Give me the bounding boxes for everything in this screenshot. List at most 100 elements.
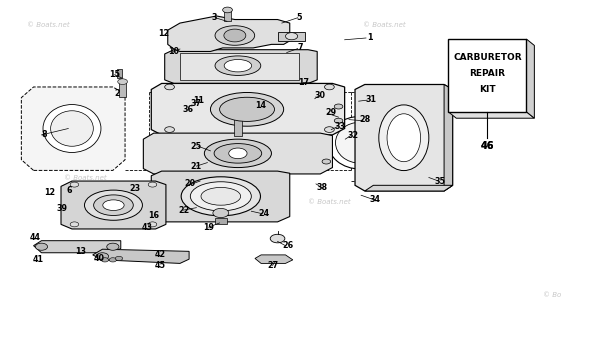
Circle shape <box>213 208 229 218</box>
Polygon shape <box>355 84 453 191</box>
Polygon shape <box>34 241 121 253</box>
Ellipse shape <box>84 190 143 220</box>
Text: © Boats.net: © Boats.net <box>198 22 241 28</box>
Ellipse shape <box>181 177 260 216</box>
Text: 16: 16 <box>148 211 159 220</box>
Text: 1: 1 <box>367 33 373 43</box>
Ellipse shape <box>204 139 271 168</box>
Ellipse shape <box>214 144 262 163</box>
Text: 24: 24 <box>258 209 269 218</box>
Text: 30: 30 <box>315 91 326 100</box>
Ellipse shape <box>43 104 101 153</box>
Ellipse shape <box>379 105 429 171</box>
Text: 12: 12 <box>158 29 169 38</box>
Polygon shape <box>151 83 345 135</box>
Text: 23: 23 <box>130 184 141 193</box>
Polygon shape <box>151 171 290 222</box>
Circle shape <box>107 243 119 250</box>
Polygon shape <box>93 249 189 263</box>
Circle shape <box>115 256 123 261</box>
Ellipse shape <box>224 60 251 72</box>
Text: 41: 41 <box>32 255 43 264</box>
Circle shape <box>325 127 334 132</box>
Ellipse shape <box>51 111 93 146</box>
Text: 10: 10 <box>168 47 179 56</box>
Circle shape <box>148 222 157 227</box>
Circle shape <box>270 234 285 243</box>
Circle shape <box>96 253 109 260</box>
Circle shape <box>165 127 174 132</box>
Circle shape <box>285 33 298 40</box>
Text: 33: 33 <box>335 121 346 131</box>
Text: KIT: KIT <box>479 85 496 94</box>
Ellipse shape <box>336 122 384 163</box>
Text: 44: 44 <box>30 233 41 242</box>
Ellipse shape <box>102 200 124 211</box>
Text: 11: 11 <box>193 95 204 105</box>
Ellipse shape <box>220 97 274 121</box>
Text: 32: 32 <box>347 131 358 140</box>
Text: 3: 3 <box>212 12 218 22</box>
Circle shape <box>334 118 343 123</box>
Ellipse shape <box>387 114 421 162</box>
Text: 26: 26 <box>282 241 293 250</box>
Text: 8: 8 <box>41 130 47 139</box>
Text: 28: 28 <box>359 115 370 125</box>
Circle shape <box>322 159 331 164</box>
Text: 25: 25 <box>191 142 202 151</box>
Polygon shape <box>61 181 166 229</box>
Bar <box>278 32 305 41</box>
Text: © Boats.net: © Boats.net <box>64 175 107 180</box>
Circle shape <box>109 258 117 262</box>
Polygon shape <box>444 84 453 191</box>
Text: 15: 15 <box>109 70 120 79</box>
Text: 38: 38 <box>317 183 328 192</box>
Bar <box>119 82 126 97</box>
Circle shape <box>148 182 157 187</box>
Text: 35: 35 <box>435 176 446 186</box>
Polygon shape <box>143 133 332 174</box>
Polygon shape <box>448 112 534 118</box>
Text: 12: 12 <box>45 188 56 197</box>
Text: 7: 7 <box>297 43 303 53</box>
Bar <box>117 69 122 78</box>
Circle shape <box>334 104 343 109</box>
Polygon shape <box>168 16 290 51</box>
Ellipse shape <box>215 26 255 45</box>
Text: 43: 43 <box>142 223 153 233</box>
Text: 29: 29 <box>325 108 336 118</box>
Text: © Boats.net: © Boats.net <box>308 200 351 205</box>
Text: 46: 46 <box>481 141 494 151</box>
Circle shape <box>70 222 79 227</box>
Text: 39: 39 <box>57 204 68 213</box>
Circle shape <box>118 79 127 84</box>
Polygon shape <box>365 185 453 191</box>
Text: 5: 5 <box>296 12 302 22</box>
Text: 45: 45 <box>154 261 165 270</box>
Text: 17: 17 <box>298 78 309 87</box>
Text: © Bo: © Bo <box>543 292 561 297</box>
Polygon shape <box>526 39 534 118</box>
Text: 37: 37 <box>191 99 202 108</box>
Circle shape <box>101 258 109 262</box>
Text: © Boats.net: © Boats.net <box>363 22 406 28</box>
Bar <box>180 53 299 80</box>
Circle shape <box>325 84 334 90</box>
Ellipse shape <box>201 187 240 205</box>
Text: 13: 13 <box>75 247 86 256</box>
Text: © Boats.net: © Boats.net <box>27 22 70 28</box>
Text: CARBURETOR: CARBURETOR <box>453 53 522 62</box>
Bar <box>448 39 526 112</box>
Text: 36: 36 <box>182 105 193 114</box>
Text: 31: 31 <box>365 95 376 104</box>
Ellipse shape <box>328 116 392 169</box>
Circle shape <box>224 29 246 42</box>
Ellipse shape <box>215 56 260 75</box>
Text: 34: 34 <box>370 195 381 204</box>
Text: 21: 21 <box>191 162 202 171</box>
Text: 6: 6 <box>66 186 72 196</box>
Polygon shape <box>255 255 293 263</box>
Ellipse shape <box>190 182 251 211</box>
Text: 20: 20 <box>185 179 196 189</box>
Polygon shape <box>21 87 125 170</box>
